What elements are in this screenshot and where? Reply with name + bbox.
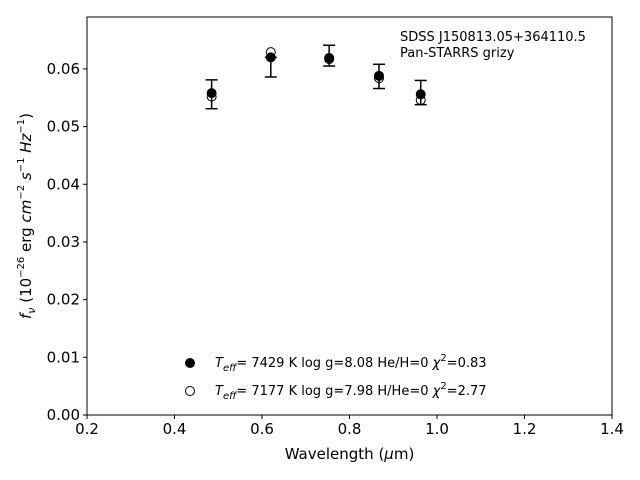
y-label-part: ) xyxy=(17,113,35,119)
y-label-exp: −1 xyxy=(16,119,27,134)
y-label-exp: −26 xyxy=(16,257,27,278)
x-tick-label: 1.2 xyxy=(513,420,537,438)
legend-marker-open xyxy=(185,386,195,396)
error-bars xyxy=(205,44,427,110)
data-series xyxy=(206,47,426,106)
y-label-hz: Hz xyxy=(17,132,35,152)
legend: Teff= 7429 K log g=8.08 He/H=0 χ2=0.83 T… xyxy=(185,353,487,402)
y-axis: 0.00 0.01 0.02 0.03 0.04 0.05 0.06 xyxy=(47,60,87,424)
y-tick-label: 0.04 xyxy=(47,175,80,193)
x-tick-label: 0.2 xyxy=(75,420,99,438)
x-tick-label: 0.4 xyxy=(163,420,187,438)
y-label-nu: ν xyxy=(25,308,38,314)
y-label-exp: −2 xyxy=(16,185,27,200)
y-axis-label: fν (10−26 erg cm−2 s−1 Hz−1) xyxy=(16,113,38,319)
y-tick-label: 0.05 xyxy=(47,118,80,136)
point-filled xyxy=(206,88,217,99)
y-tick-label: 0.06 xyxy=(47,60,80,78)
y-tick-label: 0.00 xyxy=(47,406,80,424)
y-label-part: erg xyxy=(17,223,35,257)
x-tick-label: 0.8 xyxy=(338,420,362,438)
y-tick-label: 0.03 xyxy=(47,233,80,251)
annotation-object-name: SDSS J150813.05+364110.5 xyxy=(400,30,586,45)
y-label-s: s xyxy=(17,172,35,180)
x-tick-label: 1.0 xyxy=(425,420,449,438)
y-tick-label: 0.01 xyxy=(47,348,80,366)
x-axis-label-mu: μ xyxy=(383,445,394,463)
point-filled xyxy=(415,89,426,100)
point-filled xyxy=(265,52,276,63)
legend-entry-2: Teff= 7177 K log g=7.98 H/He=0 χ2=2.77 xyxy=(215,381,487,402)
legend-marker-filled xyxy=(185,358,195,368)
x-axis-label-part: m) xyxy=(394,445,414,463)
y-label-cm: cm xyxy=(17,200,35,223)
x-axis-label-part: Wavelength ( xyxy=(285,445,385,463)
x-tick-label: 1.4 xyxy=(600,420,624,438)
point-filled xyxy=(373,70,384,81)
x-tick-label: 0.6 xyxy=(250,420,274,438)
y-label-f: f xyxy=(17,311,35,319)
y-label-exp: −1 xyxy=(16,158,27,173)
annotation-survey: Pan-STARRS grizy xyxy=(400,46,515,61)
y-label-part: (10 xyxy=(17,278,35,308)
point-filled xyxy=(324,52,335,63)
legend-entry-1: Teff= 7429 K log g=8.08 He/H=0 χ2=0.83 xyxy=(215,353,487,374)
x-axis-label: Wavelength (μm) xyxy=(285,445,415,463)
y-tick-label: 0.02 xyxy=(47,291,80,309)
x-axis: 0.2 0.4 0.6 0.8 1.0 1.2 1.4 xyxy=(75,415,624,438)
